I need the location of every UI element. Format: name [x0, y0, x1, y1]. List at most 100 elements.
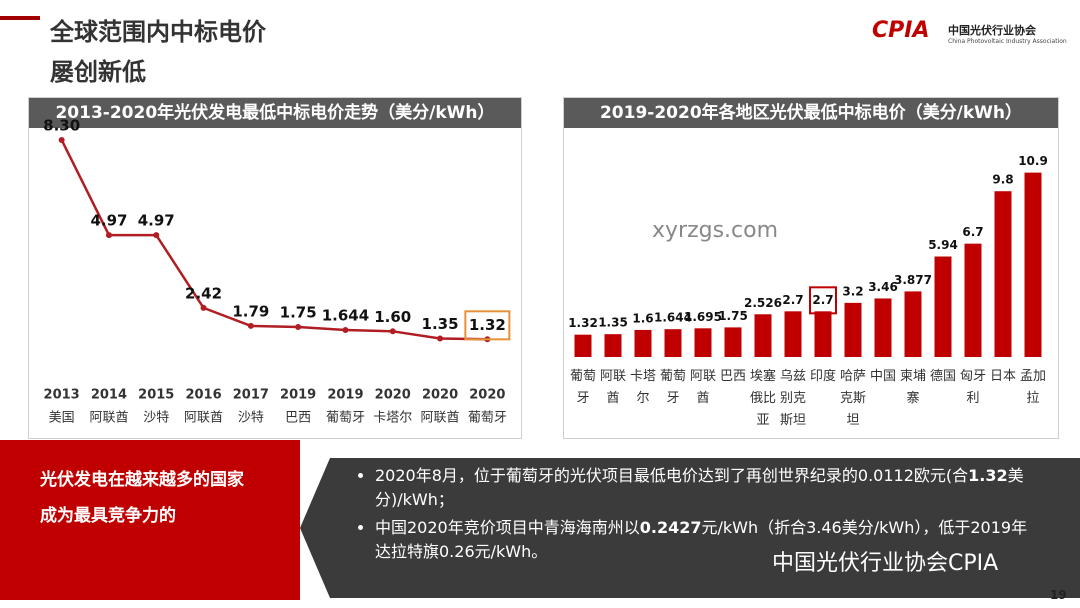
bar	[784, 311, 802, 357]
bar	[874, 298, 892, 357]
data-label: 6.7	[962, 225, 983, 239]
bar	[904, 291, 922, 357]
x-tick-label: 巴西	[719, 369, 746, 384]
data-label: 1.35	[598, 316, 628, 330]
bullet-box	[300, 458, 1080, 598]
data-label: 1.6	[632, 311, 653, 325]
x-tick-sublabel: 巴西	[285, 411, 311, 426]
x-tick-label: 2020	[375, 388, 411, 403]
data-label: 1.32	[469, 316, 506, 334]
bar	[694, 328, 712, 357]
x-tick-sublabel: 阿联酋	[421, 410, 460, 426]
bullet-text: 1.32	[968, 466, 1008, 485]
x-tick-sublabel: 沙特	[238, 411, 264, 426]
data-label: 2.7	[812, 293, 833, 307]
x-tick-label: 葡萄牙	[659, 369, 686, 406]
panel-title: 2013-2020年光伏发电最低中标电价走势（美分/kWh）	[29, 98, 521, 128]
point	[295, 324, 302, 331]
x-tick-sublabel: 阿联酋	[184, 410, 223, 426]
point	[105, 232, 112, 239]
x-tick-label: 2013	[44, 388, 80, 403]
data-label: 1.75	[280, 304, 317, 322]
accent	[0, 16, 40, 20]
x-tick-label: 2020	[422, 388, 458, 403]
data-label: 4.97	[90, 212, 127, 230]
x-tick-label: 阿联酋	[689, 369, 716, 406]
x-tick-label: 匈牙利	[959, 369, 986, 406]
data-label: 1.35	[422, 315, 459, 333]
x-tick-label: 2014	[91, 388, 127, 403]
data-label: 1.32	[568, 316, 598, 330]
bar	[934, 256, 952, 357]
bullet-text: 美分)/kWh；	[375, 466, 1024, 509]
bar	[994, 191, 1012, 357]
x-tick-label: 2016	[185, 388, 221, 403]
x-tick-label: 中国	[869, 369, 896, 384]
data-label: 5.94	[928, 238, 958, 252]
x-tick-label: 印度	[809, 369, 836, 384]
data-label: 4.97	[138, 212, 175, 230]
logo: CPIA	[872, 18, 930, 43]
watermark: 中国光伏行业协会CPIA	[772, 551, 999, 576]
x-tick-label: 2015	[138, 388, 174, 403]
x-tick-label: 柬埔寨	[899, 369, 926, 406]
x-tick-sublabel: 葡萄牙	[326, 411, 365, 426]
x-tick-label: 哈萨克斯坦	[839, 369, 866, 428]
callout-text: 光伏发电在越来越多的国家成为最具竞争力的	[40, 470, 244, 526]
point	[58, 136, 65, 143]
x-tick-label: 葡萄牙	[569, 369, 596, 406]
point	[153, 232, 160, 239]
line	[60, 139, 488, 341]
data-label: 1.60	[374, 308, 411, 326]
data-label: 9.8	[992, 173, 1013, 187]
point	[389, 328, 396, 335]
x-tick-label: 2019	[280, 388, 316, 403]
data-label: 3.46	[868, 280, 898, 294]
x-tick-label: 孟加拉	[1019, 369, 1046, 406]
data-label: 10.9	[1018, 154, 1048, 168]
bar	[754, 314, 772, 357]
x-tick-sublabel: 卡塔尔	[373, 411, 412, 426]
x-tick-label: 埃塞俄比亚	[749, 369, 776, 428]
x-tick-label: 乌兹别克斯坦	[779, 369, 806, 428]
panel: 2013-2020年光伏发电最低中标电价走势（美分/kWh）	[28, 97, 522, 439]
point	[200, 304, 207, 311]
highlight-box	[809, 286, 837, 315]
bullet-text: 0.2427	[639, 518, 702, 537]
bullet: 中国2020年竞价项目中青海海南州以0.2427元/kWh（折合3.46美分/k…	[375, 516, 1035, 564]
point	[437, 335, 444, 342]
panel-title: 2019-2020年各地区光伏最低中标电价（美分/kWh）	[564, 98, 1058, 128]
data-label: 1.695	[684, 310, 722, 324]
x-tick-label: 德国	[929, 369, 956, 384]
bar	[1024, 172, 1042, 357]
x-tick-label: 卡塔尔	[629, 369, 656, 406]
bullet-text: 中国2020年竞价项目中青海海南州以	[375, 518, 640, 537]
x-tick-sublabel: 阿联酋	[89, 410, 128, 426]
bar	[844, 302, 862, 357]
callout-box	[0, 440, 300, 600]
data-label: 1.75	[718, 309, 748, 323]
bar	[634, 329, 652, 357]
data-label: 2.7	[782, 293, 803, 307]
title-line: 全球范围内中标电价	[50, 18, 266, 46]
x-tick-label: 2019	[327, 388, 363, 403]
x-tick-sublabel: 沙特	[143, 411, 169, 426]
data-label: 2.526	[744, 296, 782, 310]
x-tick-sublabel: 美国	[49, 411, 75, 426]
bullet-text: 2020年8月，位于葡萄牙的光伏项目最低电价达到了再创世界纪录的0.0112欧元…	[375, 466, 969, 485]
bullet: 2020年8月，位于葡萄牙的光伏项目最低电价达到了再创世界纪录的0.0112欧元…	[375, 464, 1035, 512]
title-line: 屡创新低	[50, 58, 146, 86]
bullet-text: 元/kWh（折合3.46美分/kWh），低于2019年达拉特旗0.26元/kWh…	[375, 518, 1028, 561]
data-label: 1.79	[232, 302, 269, 320]
x-tick-label: 阿联酋	[599, 369, 626, 406]
bar	[664, 329, 682, 357]
bullets: 2020年8月，位于葡萄牙的光伏项目最低电价达到了再创世界纪录的0.0112欧元…	[355, 464, 1035, 568]
data-label: 2.42	[185, 284, 222, 302]
watermark: xyrzgs.com	[652, 218, 779, 243]
data-label: 3.2	[842, 284, 863, 298]
bar	[964, 243, 982, 357]
highlight-box	[464, 310, 511, 341]
bar	[574, 334, 592, 357]
x-tick-label: 日本	[989, 369, 1016, 384]
x-tick-sublabel: 葡萄牙	[468, 411, 507, 426]
